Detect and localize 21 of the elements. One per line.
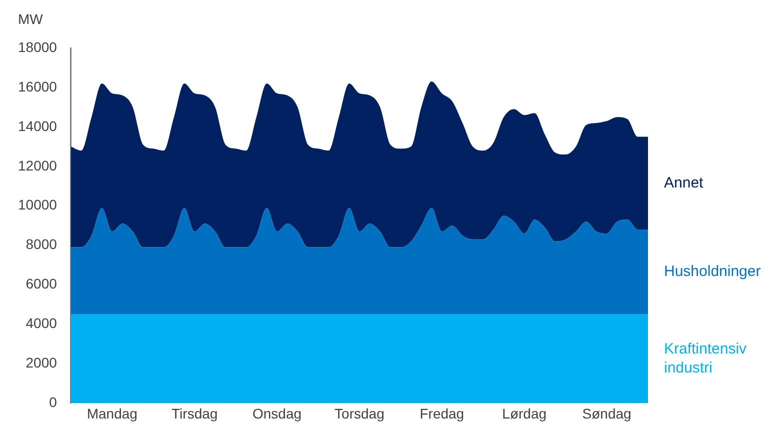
x-tick-label: Onsdag <box>252 405 302 422</box>
x-tick-label: Mandag <box>86 405 138 422</box>
y-tick-label: 6000 <box>26 276 58 292</box>
y-tick-label: 2000 <box>26 354 58 371</box>
x-tick-label: Fredag <box>420 405 464 422</box>
y-tick-label: 10000 <box>18 196 58 213</box>
x-tick-label: Søndag <box>582 405 632 422</box>
y-tick-label: 0 <box>49 394 58 410</box>
y-axis-title: MW <box>18 10 44 27</box>
x-tick-label: Torsdag <box>334 405 384 422</box>
y-tick-label: 18000 <box>18 38 58 55</box>
y-tick-label: 14000 <box>18 118 58 134</box>
series-label: Annet <box>664 174 704 192</box>
y-tick-label: 12000 <box>18 157 58 174</box>
y-tick-label: 4000 <box>26 315 58 332</box>
x-tick-label: Tirsdag <box>172 405 218 422</box>
y-tick-label: 16000 <box>18 78 58 94</box>
series-label: Husholdninger <box>664 263 761 280</box>
series-label: Kraftintensiv industri <box>664 340 748 376</box>
x-tick-label: Lørdag <box>502 405 547 422</box>
y-tick-label: 8000 <box>26 236 58 252</box>
